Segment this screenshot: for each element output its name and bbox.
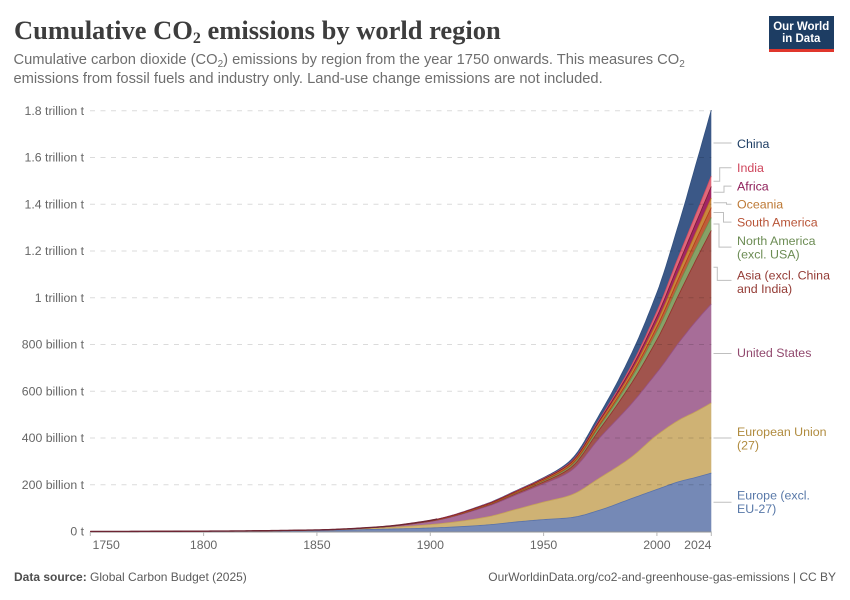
svg-text:1 trillion t: 1 trillion t: [35, 291, 85, 305]
svg-text:2000: 2000: [643, 538, 671, 552]
svg-text:EU-27): EU-27): [737, 502, 776, 516]
svg-text:(excl. USA): (excl. USA): [737, 247, 800, 261]
svg-text:1850: 1850: [303, 538, 331, 552]
svg-text:2024: 2024: [684, 538, 712, 552]
svg-text:400 billion t: 400 billion t: [22, 431, 85, 445]
svg-text:South America: South America: [737, 216, 818, 230]
svg-text:1.4 trillion t: 1.4 trillion t: [25, 197, 85, 211]
svg-text:Europe (excl.: Europe (excl.: [737, 489, 810, 503]
svg-text:1800: 1800: [190, 538, 218, 552]
svg-text:Asia (excl. China: Asia (excl. China: [737, 269, 830, 283]
svg-text:North America: North America: [737, 234, 816, 248]
svg-text:China: China: [737, 137, 769, 151]
svg-text:200 billion t: 200 billion t: [22, 478, 85, 492]
svg-text:India: India: [737, 161, 764, 175]
svg-text:Oceania: Oceania: [737, 198, 783, 212]
svg-text:1750: 1750: [93, 538, 121, 552]
svg-text:600 billion t: 600 billion t: [22, 384, 85, 398]
svg-text:(27): (27): [737, 439, 759, 453]
svg-text:1.6 trillion t: 1.6 trillion t: [25, 151, 85, 165]
svg-text:1.2 trillion t: 1.2 trillion t: [25, 244, 85, 258]
svg-text:1.8 trillion t: 1.8 trillion t: [25, 104, 85, 118]
svg-text:800 billion t: 800 billion t: [22, 338, 85, 352]
svg-text:1950: 1950: [530, 538, 558, 552]
svg-text:Africa: Africa: [737, 180, 769, 194]
svg-text:and India): and India): [737, 282, 792, 296]
svg-text:0 t: 0 t: [70, 525, 84, 539]
svg-text:1900: 1900: [417, 538, 445, 552]
svg-text:European Union: European Union: [737, 425, 827, 439]
svg-text:United States: United States: [737, 346, 811, 360]
